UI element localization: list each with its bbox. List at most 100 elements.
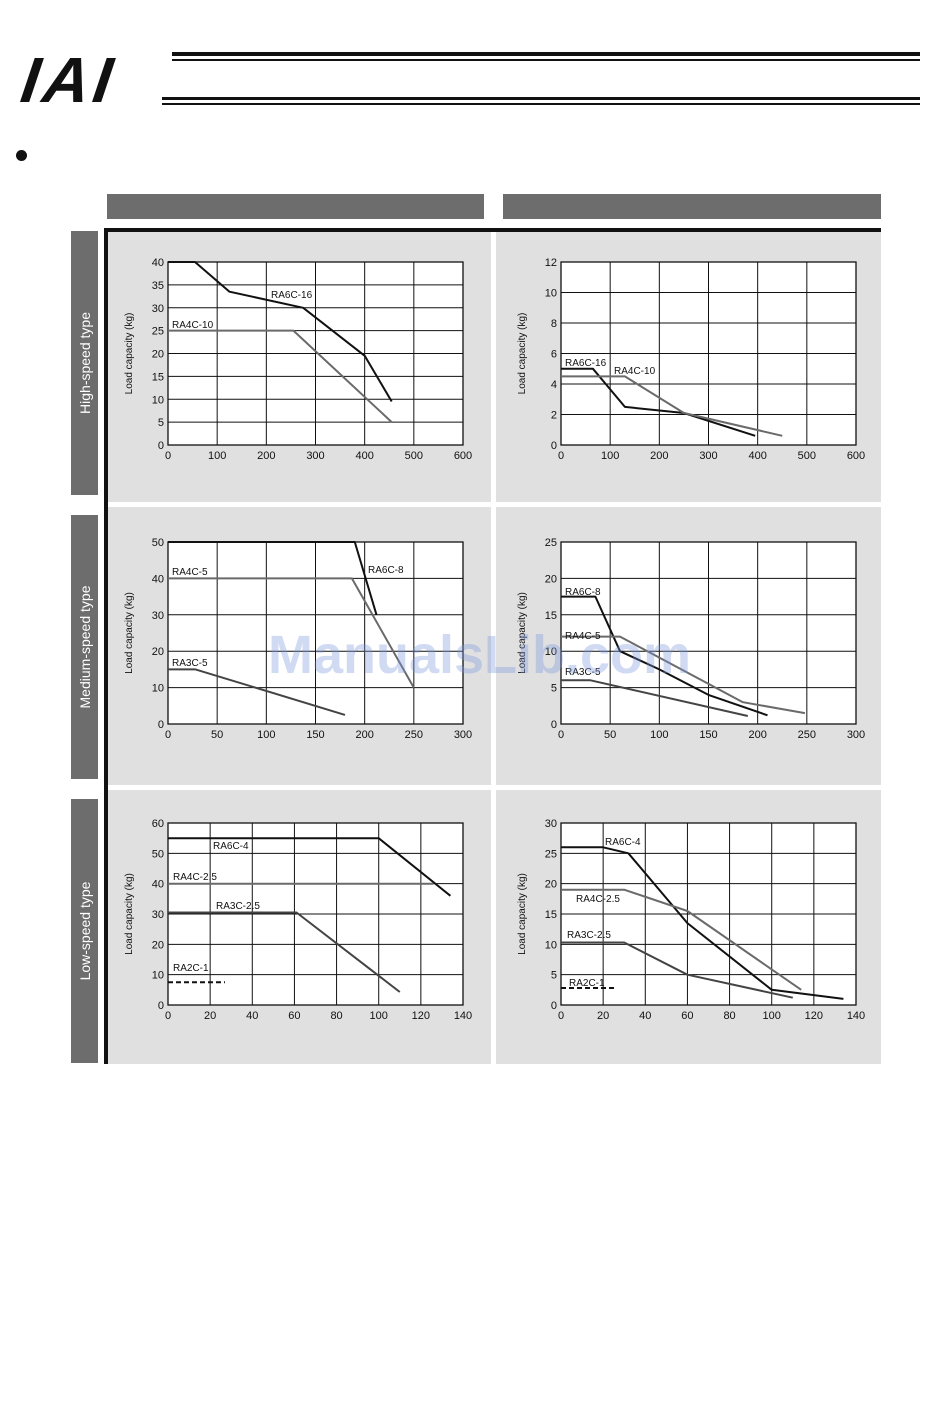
column-header-left: [107, 194, 484, 219]
chart-panel-low-speed-left: 0 20 40 60 80 100 120 140 0 10 20 30 40 50 60 Load capa…: [108, 790, 491, 1064]
series-label: RA3C-5: [565, 667, 601, 678]
series-line-ra4c-10: [168, 329, 393, 423]
x-tick-label: 250: [798, 729, 816, 741]
series-line-ra6c-16: [168, 261, 393, 403]
x-tick-label: 100: [257, 729, 275, 741]
series-label: RA4C-5: [565, 631, 601, 642]
x-tick-label: 100: [370, 1010, 388, 1022]
y-axis-label: Load capacity (kg): [517, 592, 528, 674]
x-tick-label: 80: [330, 1010, 342, 1022]
y-tick-label: 10: [152, 683, 164, 695]
y-tick-label: 25: [545, 848, 557, 860]
chart-panel-medium-speed-right: 0 50 100 150 200 250 300 0 5 10 15 20 25 Load capacit…: [496, 507, 881, 785]
x-tick-label: 100: [208, 450, 226, 462]
x-tick-label: 40: [246, 1010, 258, 1022]
chart-panel-high-speed-left: 0 100 200 300 400 500 600 0 5 10 15 20 25 30 35 40 Load …: [108, 232, 491, 502]
series-label: RA6C-16: [271, 290, 313, 301]
x-tick-label: 300: [454, 729, 472, 741]
x-tick-label: 40: [639, 1010, 651, 1022]
y-tick-label: 15: [545, 610, 557, 622]
column-header-right: [503, 194, 881, 219]
y-tick-label: 6: [551, 349, 557, 361]
row-label-text: High-speed type: [76, 312, 93, 414]
x-tick-label: 60: [288, 1010, 300, 1022]
y-axis-label: Load capacity (kg): [124, 313, 135, 395]
series-line-ra6c-4: [168, 837, 452, 897]
x-tick-label: 20: [204, 1010, 216, 1022]
y-tick-label: 30: [152, 610, 164, 622]
series-label: RA4C-5: [172, 567, 208, 578]
x-tick-label: 200: [355, 729, 373, 741]
y-tick-label: 4: [551, 379, 557, 391]
series-label: RA4C-10: [614, 366, 656, 377]
series-line-ra4c-5: [561, 635, 806, 715]
y-tick-label: 30: [152, 303, 164, 315]
x-tick-label: 120: [412, 1010, 430, 1022]
header-rule-top-thin: [172, 59, 920, 61]
row-label-low-speed: Low-speed type: [71, 799, 98, 1063]
chart-panel-low-speed-right: 0 20 40 60 80 100 120 140 0 5 10 15 20 25 30 Load capac…: [496, 790, 881, 1064]
chart-c2: 0 50 100 150 200 250 300 0 10 20 30 40 50 Load capaci…: [124, 537, 472, 741]
x-tick-label: 400: [355, 450, 373, 462]
x-tick-label: 300: [847, 729, 865, 741]
x-tick-label: 200: [748, 729, 766, 741]
y-tick-label: 20: [152, 349, 164, 361]
x-tick-label: 20: [597, 1010, 609, 1022]
series-line-ra3c-5: [168, 668, 346, 716]
y-tick-label: 10: [545, 288, 557, 300]
x-tick-label: 250: [405, 729, 423, 741]
chart-c1: 0 100 200 300 400 500 600 0 2 4 6 8 10 12 Load capacit…: [517, 257, 865, 462]
x-tick-label: 120: [805, 1010, 823, 1022]
y-tick-label: 25: [545, 537, 557, 549]
x-tick-label: 100: [650, 729, 668, 741]
x-tick-label: 600: [454, 450, 472, 462]
row-label-high-speed: High-speed type: [71, 231, 98, 495]
y-tick-label: 10: [545, 939, 557, 951]
x-tick-label: 200: [650, 450, 668, 462]
y-tick-label: 2: [551, 410, 557, 422]
x-tick-label: 0: [558, 1010, 564, 1022]
series-label: RA4C-10: [172, 320, 214, 331]
chart-c3: 0 50 100 150 200 250 300 0 5 10 15 20 25 Load capacit…: [517, 537, 865, 741]
series-label: RA6C-8: [565, 587, 601, 598]
header-rule-bottom: [162, 97, 920, 100]
series-line-ra6c-16: [561, 367, 756, 437]
series-label: RA2C-1: [569, 978, 605, 989]
x-tick-label: 140: [454, 1010, 472, 1022]
y-tick-label: 30: [545, 818, 557, 830]
chart-panel-high-speed-right: 0 100 200 300 400 500 600 0 2 4 6 8 10 12 Load capacit…: [496, 232, 881, 502]
x-tick-label: 0: [558, 729, 564, 741]
y-tick-label: 15: [545, 909, 557, 921]
chart-panel-medium-speed-left: 0 50 100 150 200 250 300 0 10 20 30 40 50 Load capaci…: [108, 507, 491, 785]
x-tick-label: 500: [798, 450, 816, 462]
x-tick-label: 600: [847, 450, 865, 462]
table-frame-left: [104, 228, 108, 1064]
y-axis-label: Load capacity (kg): [124, 873, 135, 955]
table-frame-top: [108, 228, 881, 232]
y-axis-label: Load capacity (kg): [517, 873, 528, 955]
row-label-text: Medium-speed type: [76, 585, 93, 709]
x-tick-label: 150: [306, 729, 324, 741]
x-tick-label: 0: [558, 450, 564, 462]
series-line-ra4c-5: [168, 577, 415, 689]
header-rule-top: [172, 52, 920, 56]
y-tick-label: 50: [152, 848, 164, 860]
header-rule-bottom-thin: [162, 103, 920, 105]
x-tick-label: 0: [165, 450, 171, 462]
series-label: RA3C-5: [172, 658, 208, 669]
series-label: RA3C-2.5: [216, 901, 260, 912]
x-tick-label: 300: [699, 450, 717, 462]
x-tick-label: 80: [723, 1010, 735, 1022]
x-tick-label: 150: [699, 729, 717, 741]
y-tick-label: 30: [152, 909, 164, 921]
y-tick-label: 40: [152, 257, 164, 269]
series-label: RA2C-1: [173, 963, 209, 974]
x-tick-label: 50: [604, 729, 616, 741]
chart-c5: 0 20 40 60 80 100 120 140 0 5 10 15 20 25 30 Load capac…: [517, 818, 865, 1022]
y-tick-label: 40: [152, 573, 164, 585]
y-tick-label: 0: [551, 440, 557, 452]
series-label: RA6C-4: [213, 841, 249, 852]
series-line-ra4c-10: [561, 375, 783, 437]
chart-c4: 0 20 40 60 80 100 120 140 0 10 20 30 40 50 60 Load capa…: [124, 818, 472, 1022]
y-tick-label: 5: [551, 970, 557, 982]
